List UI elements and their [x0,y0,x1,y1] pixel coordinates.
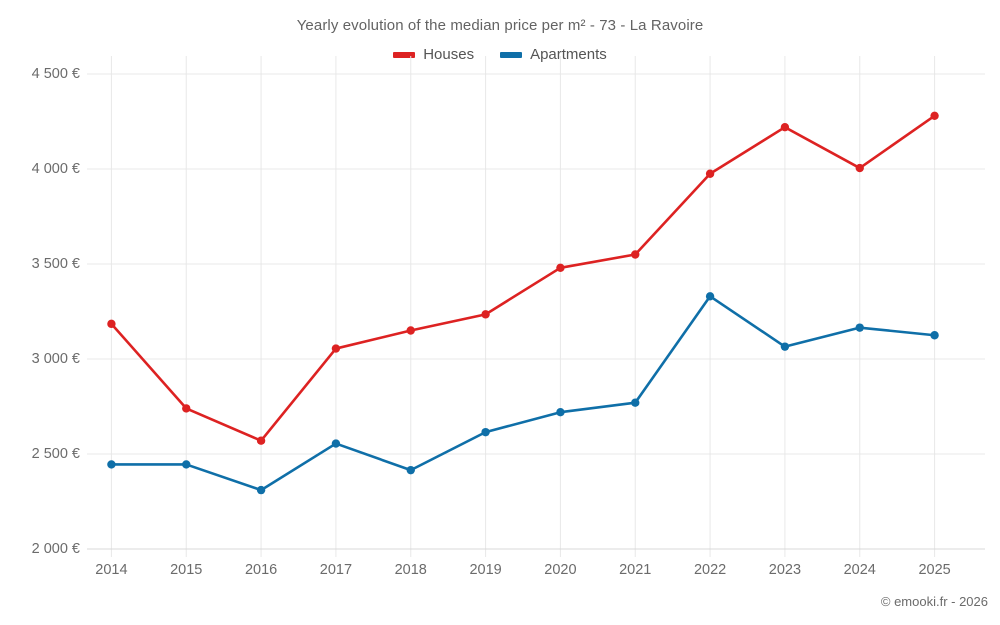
data-point-apartments[interactable] [855,323,864,332]
series-line-houses [110,114,936,443]
data-point-apartments[interactable] [930,331,939,340]
legend-label-houses: Houses [423,46,475,63]
x-axis-tick-label: 2019 [469,562,502,578]
data-point-apartments[interactable] [406,465,415,475]
legend-swatch-apartments [500,51,523,58]
x-axis-tick-label: 2017 [319,562,353,578]
data-point-apartments[interactable] [182,460,191,469]
x-axis-tick-label: 2014 [95,562,128,578]
y-axis-tick-label: 2 500 € [31,446,80,462]
series-line-apartments [110,294,936,492]
data-point-apartments[interactable] [780,342,790,351]
x-axis-tick-label: 2016 [244,562,278,578]
y-axis-tick-label: 4 000 € [31,161,80,177]
data-point-apartments[interactable] [481,427,490,437]
data-point-apartments[interactable] [705,292,715,301]
data-point-apartments[interactable] [556,408,565,417]
data-point-apartments[interactable] [107,460,116,469]
legend-swatch-houses [393,51,416,58]
y-axis-tick-label: 4 500 € [31,66,80,82]
data-point-houses[interactable] [182,404,191,413]
x-axis-tick-label: 2020 [544,562,577,578]
data-point-houses[interactable] [855,163,864,173]
data-point-apartments[interactable] [256,485,266,495]
page-title: Yearly evolution of the median price per… [296,17,704,34]
x-axis-tick-label: 2025 [918,562,951,578]
data-point-houses[interactable] [107,319,116,329]
data-point-apartments[interactable] [331,439,341,448]
data-point-houses[interactable] [930,111,939,121]
x-axis-tick-label: 2021 [619,562,652,578]
legend-item-houses[interactable]: Houses [393,46,474,63]
data-point-houses[interactable] [556,263,565,272]
y-axis-tick-label: 3 000 € [31,351,80,367]
copyright-credit: © emooki.fr - 2026 [880,594,988,609]
x-axis-tick-label: 2015 [170,562,203,578]
x-axis-tick-label: 2018 [394,562,427,578]
x-axis-tick-label: 2023 [768,562,802,578]
data-point-houses[interactable] [331,344,341,353]
data-point-houses[interactable] [631,250,640,259]
data-point-houses[interactable] [256,436,266,445]
legend-label-apartments: Apartments [530,46,607,63]
data-point-houses[interactable] [406,326,415,335]
x-axis-tick-label: 2022 [693,562,727,578]
data-point-houses[interactable] [705,169,715,178]
chart-legend: Houses Apartments [0,46,1000,63]
data-point-apartments[interactable] [631,398,640,407]
data-point-houses[interactable] [481,310,490,319]
y-axis-tick-label: 2 000 € [31,541,80,557]
data-point-houses[interactable] [780,123,790,132]
legend-item-apartments[interactable]: Apartments [500,46,607,63]
x-axis-tick-label: 2024 [843,562,876,578]
y-axis-tick-label: 3 500 € [31,256,80,272]
